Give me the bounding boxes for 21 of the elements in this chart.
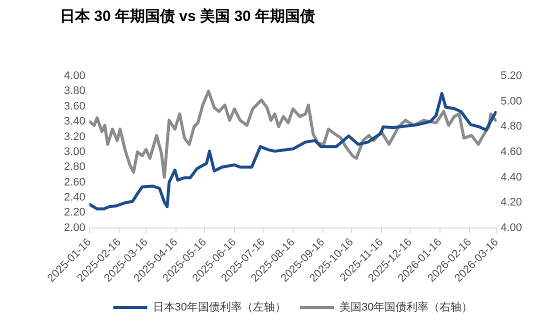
- y2-tick-label: 4.40: [500, 171, 522, 184]
- y-tick-label: 2.00: [64, 222, 86, 234]
- legend-label: 美国30年国债利率（右轴）: [340, 300, 473, 314]
- y2-tick-label: 4.20: [500, 196, 522, 209]
- y2-tick-label: 5.20: [500, 70, 522, 82]
- y-tick-label: 2.40: [64, 192, 86, 204]
- y-tick-label: 3.00: [64, 146, 86, 158]
- legend-label: 日本30年国债利率（左轴）: [152, 300, 286, 314]
- y2-tick-label: 5.00: [500, 95, 522, 108]
- y-tick-label: 3.80: [64, 85, 86, 98]
- y-tick-label: 2.20: [64, 206, 86, 219]
- chart-title: 日本 30 年期国债 vs 美国 30 年期国债: [60, 7, 316, 26]
- y-tick-label: 4.00: [64, 70, 86, 82]
- y-tick-label: 2.80: [64, 161, 86, 174]
- y-tick-label: 3.60: [64, 100, 86, 112]
- y2-tick-label: 4.80: [500, 120, 522, 133]
- y-tick-label: 2.60: [64, 176, 86, 188]
- y2-tick-label: 4.00: [500, 222, 522, 234]
- y-tick-label: 3.20: [64, 130, 86, 143]
- y-tick-label: 3.40: [64, 116, 86, 128]
- y2-tick-label: 4.60: [500, 146, 522, 158]
